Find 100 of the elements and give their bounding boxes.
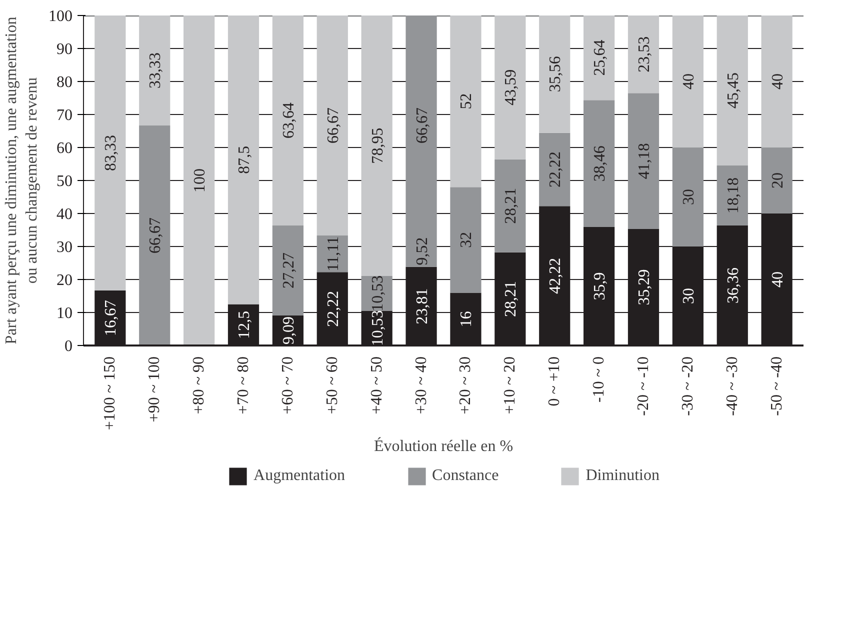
data-label: 28,21: [502, 280, 520, 317]
data-label: 16: [458, 311, 476, 328]
bar: [672, 148, 704, 246]
data-label: 83,33: [102, 134, 120, 171]
bar: [139, 16, 170, 126]
legend-label: Diminution: [586, 467, 660, 485]
data-label: 40: [769, 74, 786, 90]
bar: [272, 226, 304, 316]
data-label: 32: [458, 232, 476, 248]
bar: [139, 125, 170, 346]
bar: [228, 16, 260, 304]
x-tick-label: +50 ~ 60: [324, 356, 341, 414]
bar: [628, 93, 660, 230]
data-label: 27,27: [280, 252, 298, 289]
x-tick-label: +30 ~ 40: [412, 356, 430, 414]
bar: [716, 166, 748, 226]
data-label: 40: [680, 74, 698, 90]
bar: [316, 16, 348, 236]
data-label: 10,53: [369, 275, 386, 312]
y-tick-label: 50: [56, 173, 72, 190]
data-label: 66,67: [414, 108, 431, 144]
y-tick-label: 10: [56, 305, 72, 322]
x-tick-label: +80 ~ 90: [190, 356, 208, 414]
data-label: 43,59: [502, 69, 520, 106]
bar: [761, 148, 792, 214]
data-label: 28,21: [502, 188, 520, 224]
data-label: 22,22: [547, 152, 564, 188]
data-label: 52: [458, 93, 476, 110]
data-label: 40: [769, 272, 786, 288]
bar: [184, 16, 215, 346]
data-label: 33,33: [147, 52, 164, 88]
bar: [584, 16, 615, 100]
x-tick-label: +100 ~ 150: [102, 356, 119, 430]
y-tick-label: 0: [64, 338, 72, 355]
bar: [316, 236, 348, 272]
data-label: 45,45: [724, 72, 742, 109]
y-tick-label: 60: [56, 140, 72, 157]
data-label: 30: [680, 288, 698, 304]
y-tick-label: 30: [56, 239, 72, 256]
data-label: 36,36: [724, 268, 742, 304]
x-tick-label: 0 ~ +10: [546, 356, 564, 406]
data-label: 100: [192, 168, 209, 192]
bar: [761, 16, 792, 148]
data-label: 12,5: [236, 310, 253, 339]
x-tick-label: +60 ~ 70: [279, 356, 296, 414]
data-label: 35,9: [592, 272, 609, 300]
bar: [672, 16, 704, 148]
data-label: 41,18: [636, 143, 653, 180]
x-tick-label: -50 ~ -40: [768, 356, 786, 416]
data-label: 30: [680, 189, 698, 205]
legend-label: Augmentation: [254, 467, 346, 485]
data-label: 66,67: [324, 108, 342, 144]
x-tick-label: +90 ~ 100: [146, 356, 164, 422]
y-tick-label: 40: [56, 206, 72, 223]
bar: [494, 16, 526, 160]
data-label: 22,22: [324, 290, 342, 327]
data-label: 25,64: [592, 40, 609, 76]
bar: [628, 16, 660, 94]
data-label: 63,64: [280, 102, 298, 139]
bar: [539, 16, 570, 133]
bar: [584, 100, 615, 228]
data-label: 42,22: [547, 258, 564, 294]
bar: [539, 132, 570, 206]
data-label: 35,56: [547, 56, 564, 92]
x-tick-label: +10 ~ 20: [502, 356, 519, 414]
bar: [494, 159, 526, 252]
data-label: 66,67: [147, 217, 164, 254]
y-tick-label: 80: [56, 74, 72, 91]
y-tick-label: 100: [48, 8, 72, 25]
data-label: 9,09: [280, 316, 298, 344]
x-tick-label: -40 ~ -30: [724, 356, 741, 416]
bar: [272, 16, 304, 226]
y-tick-label: 20: [56, 272, 72, 289]
y-tick-label: 90: [56, 41, 72, 58]
data-label: 38,46: [592, 146, 609, 182]
bar: [450, 187, 482, 293]
data-label: 11,11: [324, 236, 342, 272]
data-label: 16,67: [102, 300, 120, 336]
bar: [716, 16, 748, 166]
bar: [94, 16, 126, 290]
bar: [450, 16, 482, 188]
data-label: 87,5: [236, 146, 253, 174]
data-label: 35,29: [636, 269, 653, 306]
data-label: 23,53: [636, 36, 653, 72]
x-tick-label: -10 ~ 0: [590, 356, 608, 402]
x-tick-label: +20 ~ 30: [457, 356, 474, 414]
y-tick-label: 70: [56, 107, 72, 124]
x-tick-label: -20 ~ -10: [635, 356, 652, 416]
x-tick-label: +70 ~ 80: [235, 356, 252, 414]
data-label: 23,81: [414, 288, 431, 324]
data-label: 10,53: [369, 310, 386, 346]
data-label: 20: [769, 172, 786, 188]
x-tick-label: +40 ~ 50: [368, 356, 386, 414]
y-axis-title: Part ayant perçu une diminution, une augmentation ou aucun changement de revenu: [3, 16, 40, 344]
data-label: 18,18: [724, 178, 742, 214]
bar: [361, 16, 392, 276]
data-label: 78,95: [369, 128, 386, 164]
data-label: 9,52: [414, 237, 431, 266]
x-axis-title: Évolution réelle en %: [374, 437, 514, 456]
x-tick-label: -30 ~ -20: [679, 356, 696, 416]
